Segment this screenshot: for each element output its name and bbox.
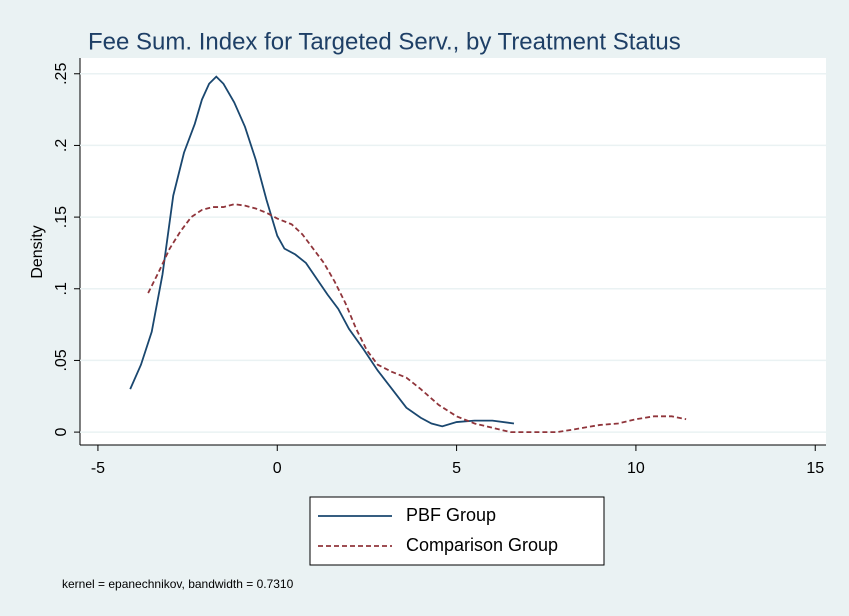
legend [309,496,605,566]
note: kernel = epanechnikov, bandwidth = 0.731… [62,577,294,591]
series-line [129,75,515,428]
y-tick-label: .15 [53,206,70,228]
x-tick-label: -5 [91,460,105,477]
legend-label: Comparison Group [406,535,558,555]
x-tick-label: 0 [273,460,282,477]
y-tick-label: 0 [53,428,70,437]
y-tick-label: .05 [53,349,70,371]
x-tick-label: 5 [452,460,461,477]
chart-title: Fee Sum. Index for Targeted Serv., by Tr… [88,28,681,55]
series-line [147,203,687,434]
y-tick-label: .25 [53,63,70,85]
y-tick-label: .1 [53,282,70,295]
y-axis-label: Density [29,225,46,278]
x-tick-label: 15 [806,460,824,477]
legend-label: PBF Group [406,505,496,525]
y-tick-label: .2 [53,139,70,152]
plot-area [80,58,826,445]
x-tick-label: 10 [627,460,645,477]
